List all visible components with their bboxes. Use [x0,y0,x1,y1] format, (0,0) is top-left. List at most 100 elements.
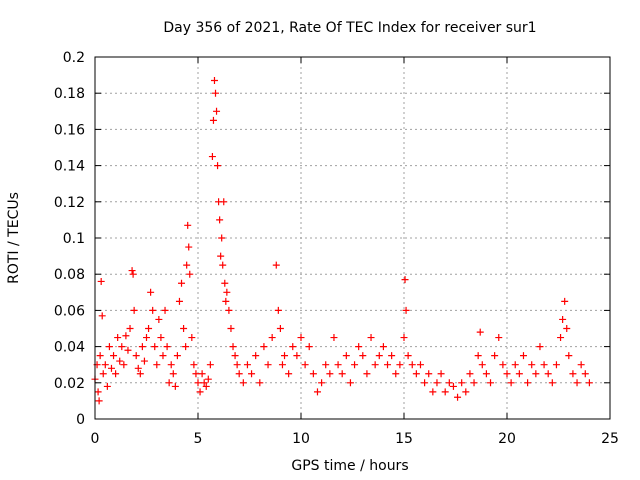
data-point [147,288,155,296]
data-point [384,361,392,369]
data-point [103,382,111,390]
data-point [217,252,225,260]
data-point [206,361,214,369]
data-point [536,343,544,351]
data-point [548,379,556,387]
data-point [212,89,220,97]
data-point [219,261,227,269]
data-point [248,370,256,378]
data-point [233,361,241,369]
data-point [441,388,449,396]
data-point [169,370,177,378]
data-point [367,334,375,342]
data-point [470,379,478,387]
data-point [375,352,383,360]
data-point [404,352,412,360]
data-point [487,379,495,387]
data-point [573,379,581,387]
y-tick-label: 0.16 [54,122,85,138]
y-tick-label: 0.06 [54,303,85,319]
data-point [220,198,228,206]
data-point [196,388,204,396]
data-point [346,379,354,387]
data-point [229,343,237,351]
data-point [511,361,519,369]
data-point [101,361,109,369]
data-point [563,325,571,332]
data-point [256,379,264,387]
data-point [437,370,445,378]
data-point [112,370,120,378]
data-point [163,343,171,351]
data-point [454,393,462,401]
data-point [495,334,503,342]
data-point [561,297,569,305]
data-point [243,361,251,369]
data-point [281,352,289,360]
data-point [94,388,102,396]
data-point [96,352,104,360]
y-tick-label: 0.2 [63,50,85,66]
x-tick-label: 20 [498,431,516,447]
data-point [552,361,560,369]
data-point [159,352,167,360]
data-point [351,361,359,369]
data-point [239,379,247,387]
data-point [194,379,202,387]
data-point [322,361,330,369]
data-point [161,306,169,314]
x-axis-label: GPS time / hours [291,458,408,474]
data-point [515,370,523,378]
data-point [235,370,243,378]
data-point [305,343,313,351]
data-point [126,325,134,332]
data-point [165,379,173,387]
data-point [309,370,317,378]
grid-layer [95,57,610,419]
data-point [153,361,161,369]
data-point [416,361,424,369]
data-point [338,370,346,378]
data-point [503,370,511,378]
data-point [326,370,334,378]
data-point [116,357,124,365]
data-point [577,361,585,369]
data-point [110,352,118,360]
data-point [445,379,453,387]
data-point [182,343,190,351]
data-point [190,361,198,369]
data-point [569,370,577,378]
data-point [95,397,103,405]
data-point [401,276,409,284]
data-point [363,370,371,378]
data-point [342,352,350,360]
data-point [402,306,410,314]
data-point [130,306,138,314]
data-point [128,267,136,275]
data-point [178,279,186,287]
data-point [114,334,122,342]
y-tick-label: 0.08 [54,267,85,283]
data-point [272,261,280,269]
data-point [136,370,144,378]
data-point [214,162,222,170]
data-point [231,352,239,360]
data-point [175,297,183,305]
data-point [192,370,200,378]
data-point [149,306,157,314]
y-tick-label: 0.18 [54,86,85,102]
data-point [507,379,515,387]
data-point [118,343,126,351]
y-tick-label: 0 [76,412,85,428]
data-point [359,352,367,360]
data-point [173,352,181,360]
data-point [143,334,150,342]
data-point [227,325,235,332]
data-point [155,315,163,323]
data-point [466,370,474,378]
data-point [476,328,484,336]
data-point [221,279,229,287]
data-point [289,343,297,351]
data-point [519,352,527,360]
data-point [105,343,113,351]
